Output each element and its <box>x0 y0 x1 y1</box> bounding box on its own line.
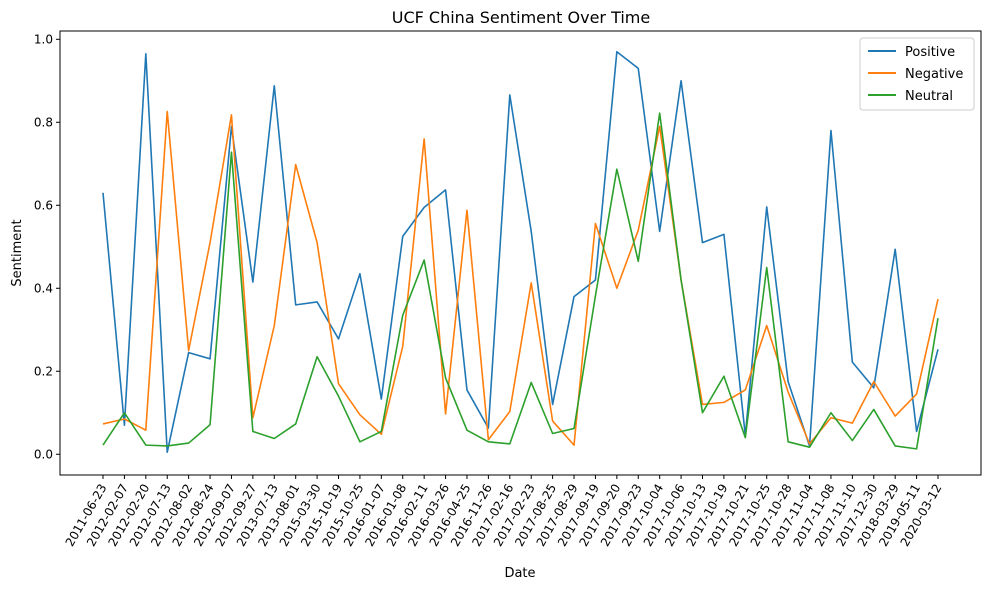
series-line-positive <box>102 50 939 453</box>
legend-label-neutral: Neutral <box>905 89 953 104</box>
series-line-negative <box>102 110 939 446</box>
y-tick-label: 0.0 <box>34 447 53 461</box>
y-tick-label: 0.4 <box>34 281 53 295</box>
legend: Positive Negative Neutral <box>859 37 975 111</box>
legend-box <box>859 37 975 111</box>
series-line-neutral <box>102 112 939 450</box>
chart-title: UCF China Sentiment Over Time <box>392 8 650 27</box>
series-lines <box>102 50 939 453</box>
plot-area <box>59 30 982 476</box>
x-axis: 2011-06-232012-02-072012-02-202012-07-13… <box>63 475 945 549</box>
legend-label-positive: Positive <box>905 45 955 60</box>
y-axis: 0.0 0.2 0.4 0.6 0.8 1.0 <box>34 32 60 461</box>
y-tick-label: 0.6 <box>34 198 53 212</box>
y-tick-label: 0.2 <box>34 364 53 378</box>
legend-label-negative: Negative <box>905 67 963 82</box>
x-axis-label: Date <box>504 566 535 581</box>
y-tick-label: 0.8 <box>34 115 53 129</box>
y-tick-label: 1.0 <box>34 32 53 46</box>
y-axis-label: Sentiment <box>10 219 25 286</box>
